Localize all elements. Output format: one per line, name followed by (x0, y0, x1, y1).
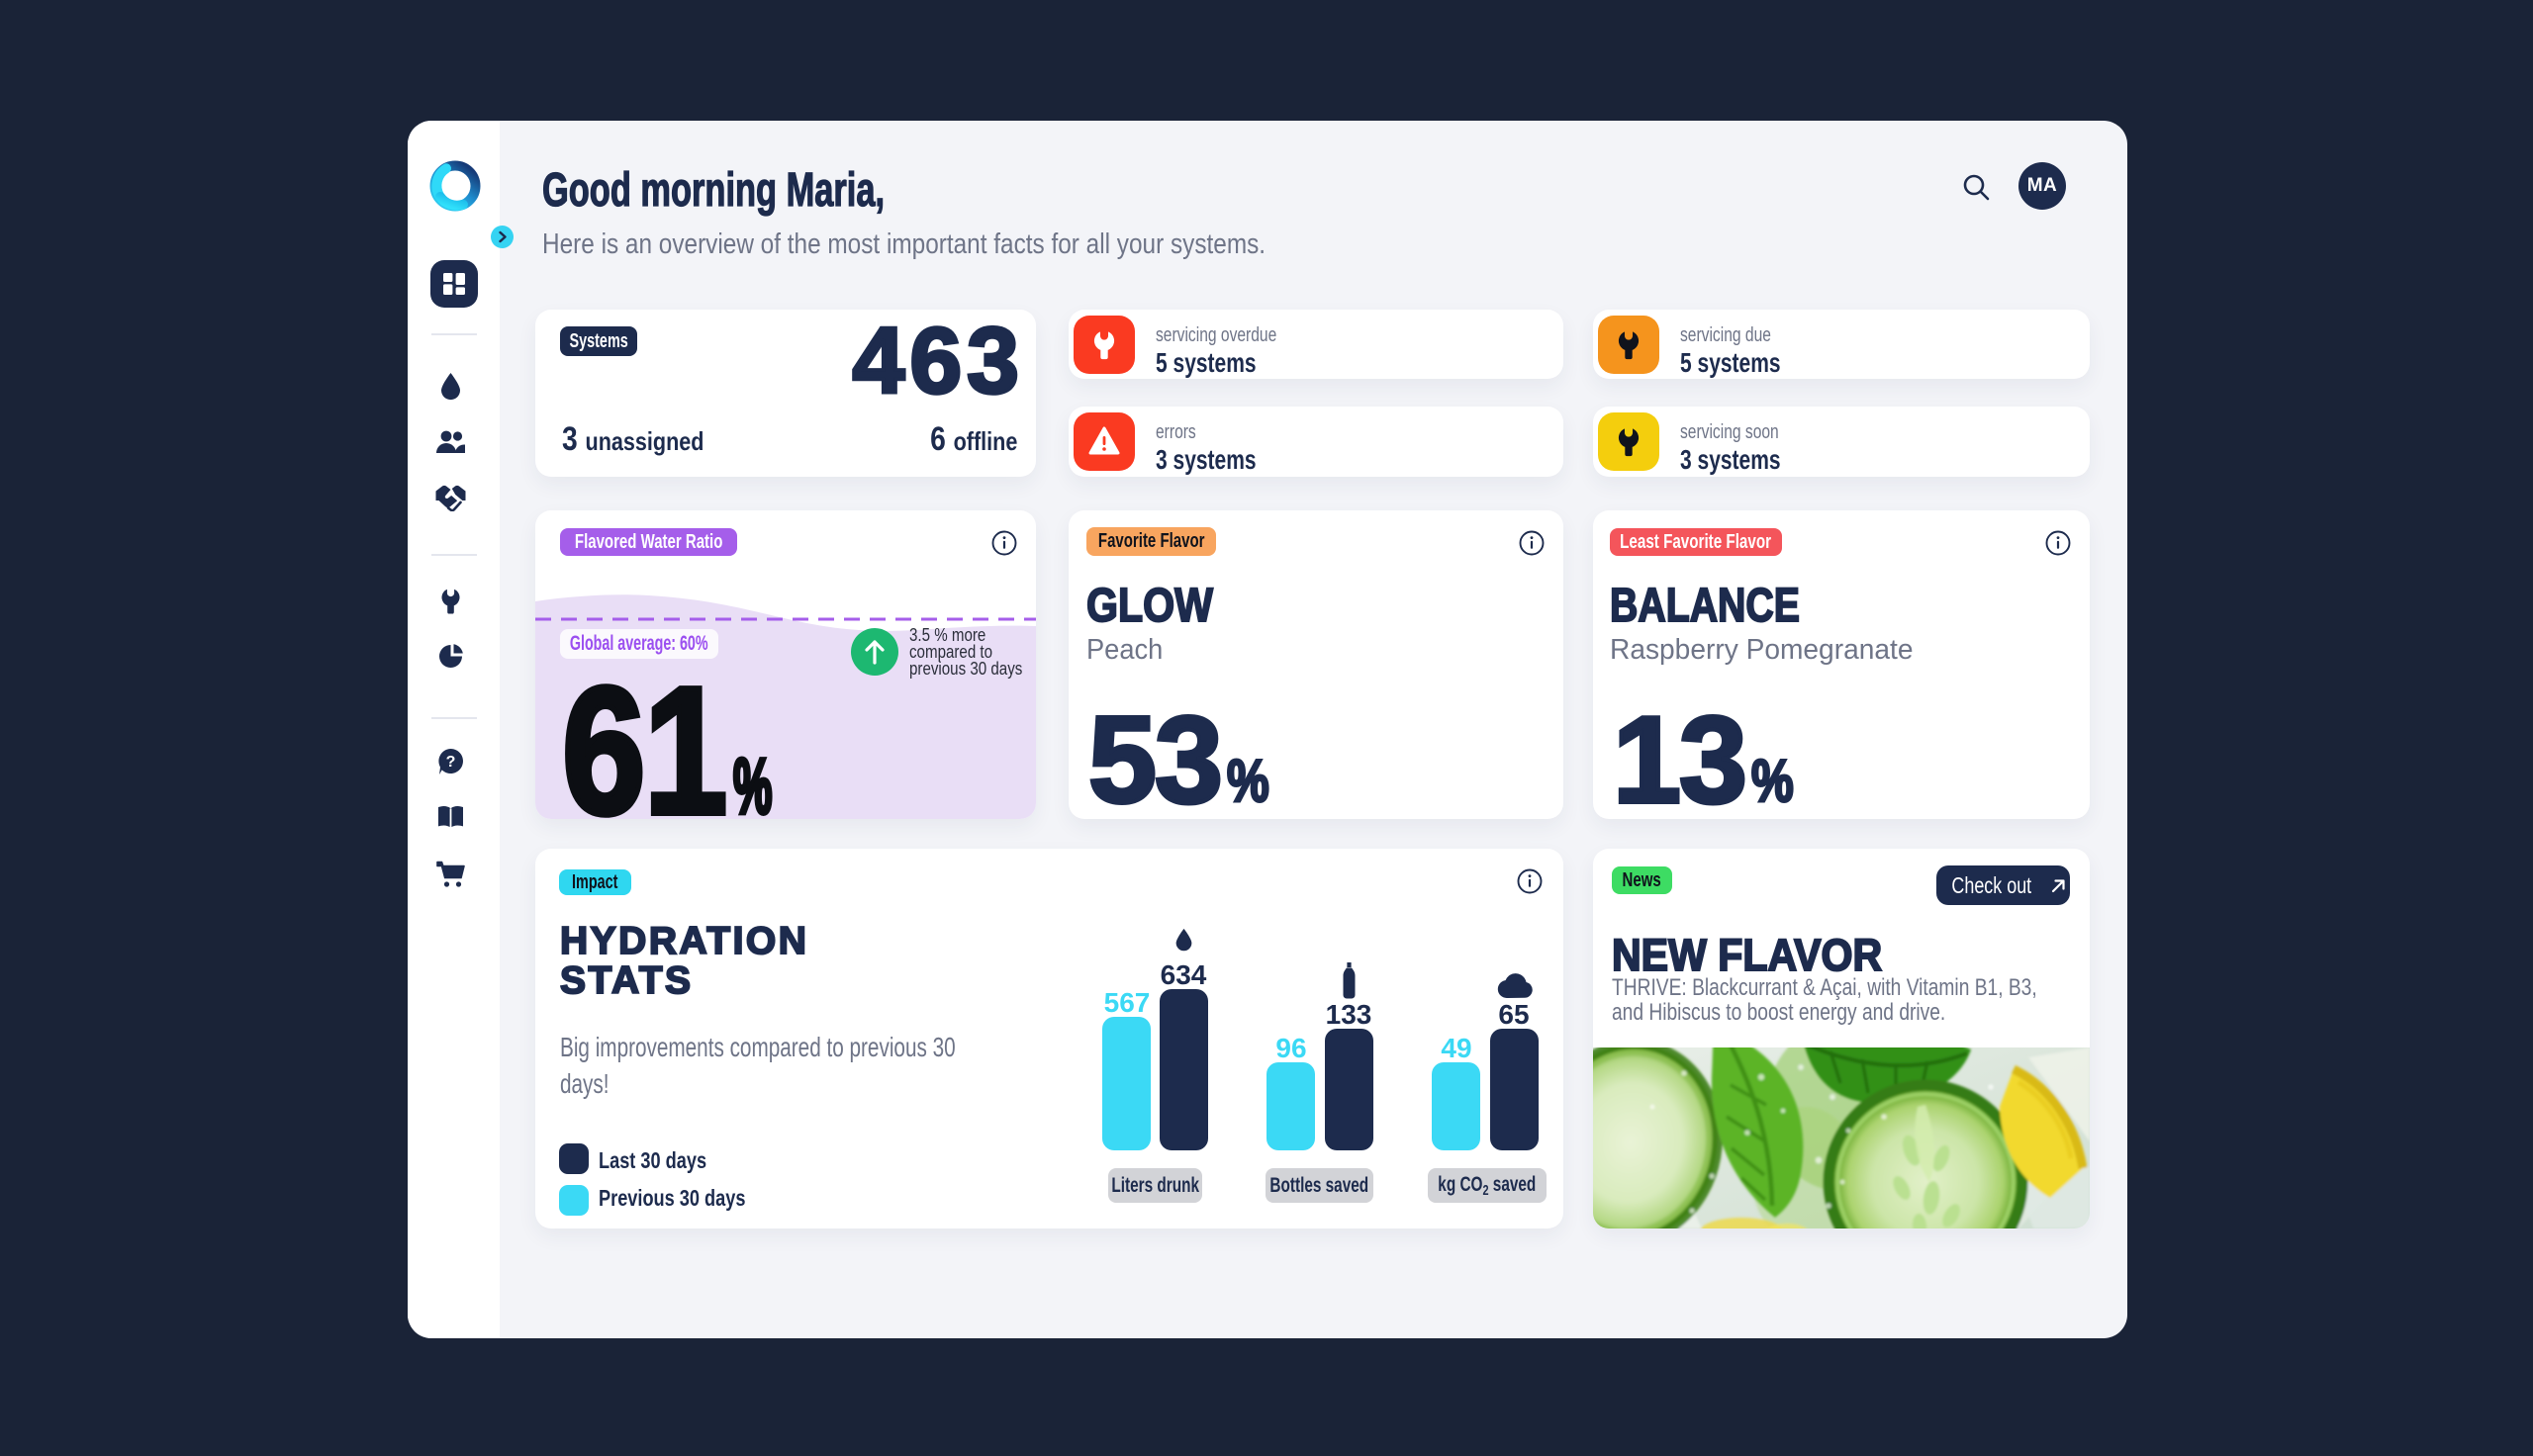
svg-text:?: ? (446, 754, 456, 771)
